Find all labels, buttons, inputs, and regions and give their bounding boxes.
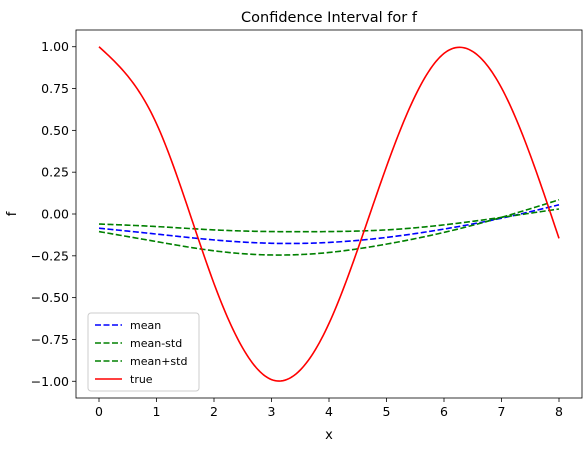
series-line-true bbox=[98, 46, 560, 382]
legend-label-mean: mean bbox=[130, 319, 161, 332]
x-tick-label: 1 bbox=[153, 404, 161, 419]
y-tick-label: 0.00 bbox=[41, 207, 69, 222]
x-tick-label: 7 bbox=[498, 404, 506, 419]
series-line-mean+std bbox=[98, 199, 560, 256]
series-line-mean-std bbox=[98, 208, 560, 233]
x-tick-label: 6 bbox=[440, 404, 448, 419]
y-tick-label: 0.50 bbox=[41, 123, 69, 138]
y-tick-label: −0.25 bbox=[31, 248, 69, 263]
y-tick-label: −0.75 bbox=[31, 332, 69, 347]
y-tick-label: −1.00 bbox=[31, 374, 69, 389]
chart-title: Confidence Interval for f bbox=[241, 10, 418, 26]
y-tick-label: 0.75 bbox=[41, 81, 69, 96]
legend-label-mean-std: mean-std bbox=[130, 337, 182, 350]
x-axis-label: x bbox=[325, 428, 333, 443]
y-tick-label: 0.25 bbox=[41, 165, 69, 180]
series-layer bbox=[98, 46, 560, 382]
y-axis: 1.00 0.75 0.50 0.25 0.00 −0.25 −0.50 −0.75 −1.00 bbox=[31, 39, 76, 389]
x-tick-label: 8 bbox=[555, 404, 563, 419]
x-axis: 0 1 2 3 4 5 6 7 8 bbox=[95, 398, 563, 419]
x-tick-label: 5 bbox=[383, 404, 391, 419]
y-tick-label: 1.00 bbox=[41, 39, 69, 54]
legend-box bbox=[87, 312, 200, 392]
x-tick-label: 0 bbox=[95, 404, 103, 419]
y-tick-label: −0.50 bbox=[31, 290, 69, 305]
y-axis-label: f bbox=[5, 211, 20, 216]
legend: mean mean-std mean+std true bbox=[87, 312, 200, 392]
x-tick-label: 2 bbox=[210, 404, 218, 419]
x-tick-label: 3 bbox=[268, 404, 276, 419]
legend-label-true: true bbox=[130, 373, 153, 386]
legend-label-mean+std: mean+std bbox=[130, 355, 187, 368]
x-tick-label: 4 bbox=[325, 404, 333, 419]
